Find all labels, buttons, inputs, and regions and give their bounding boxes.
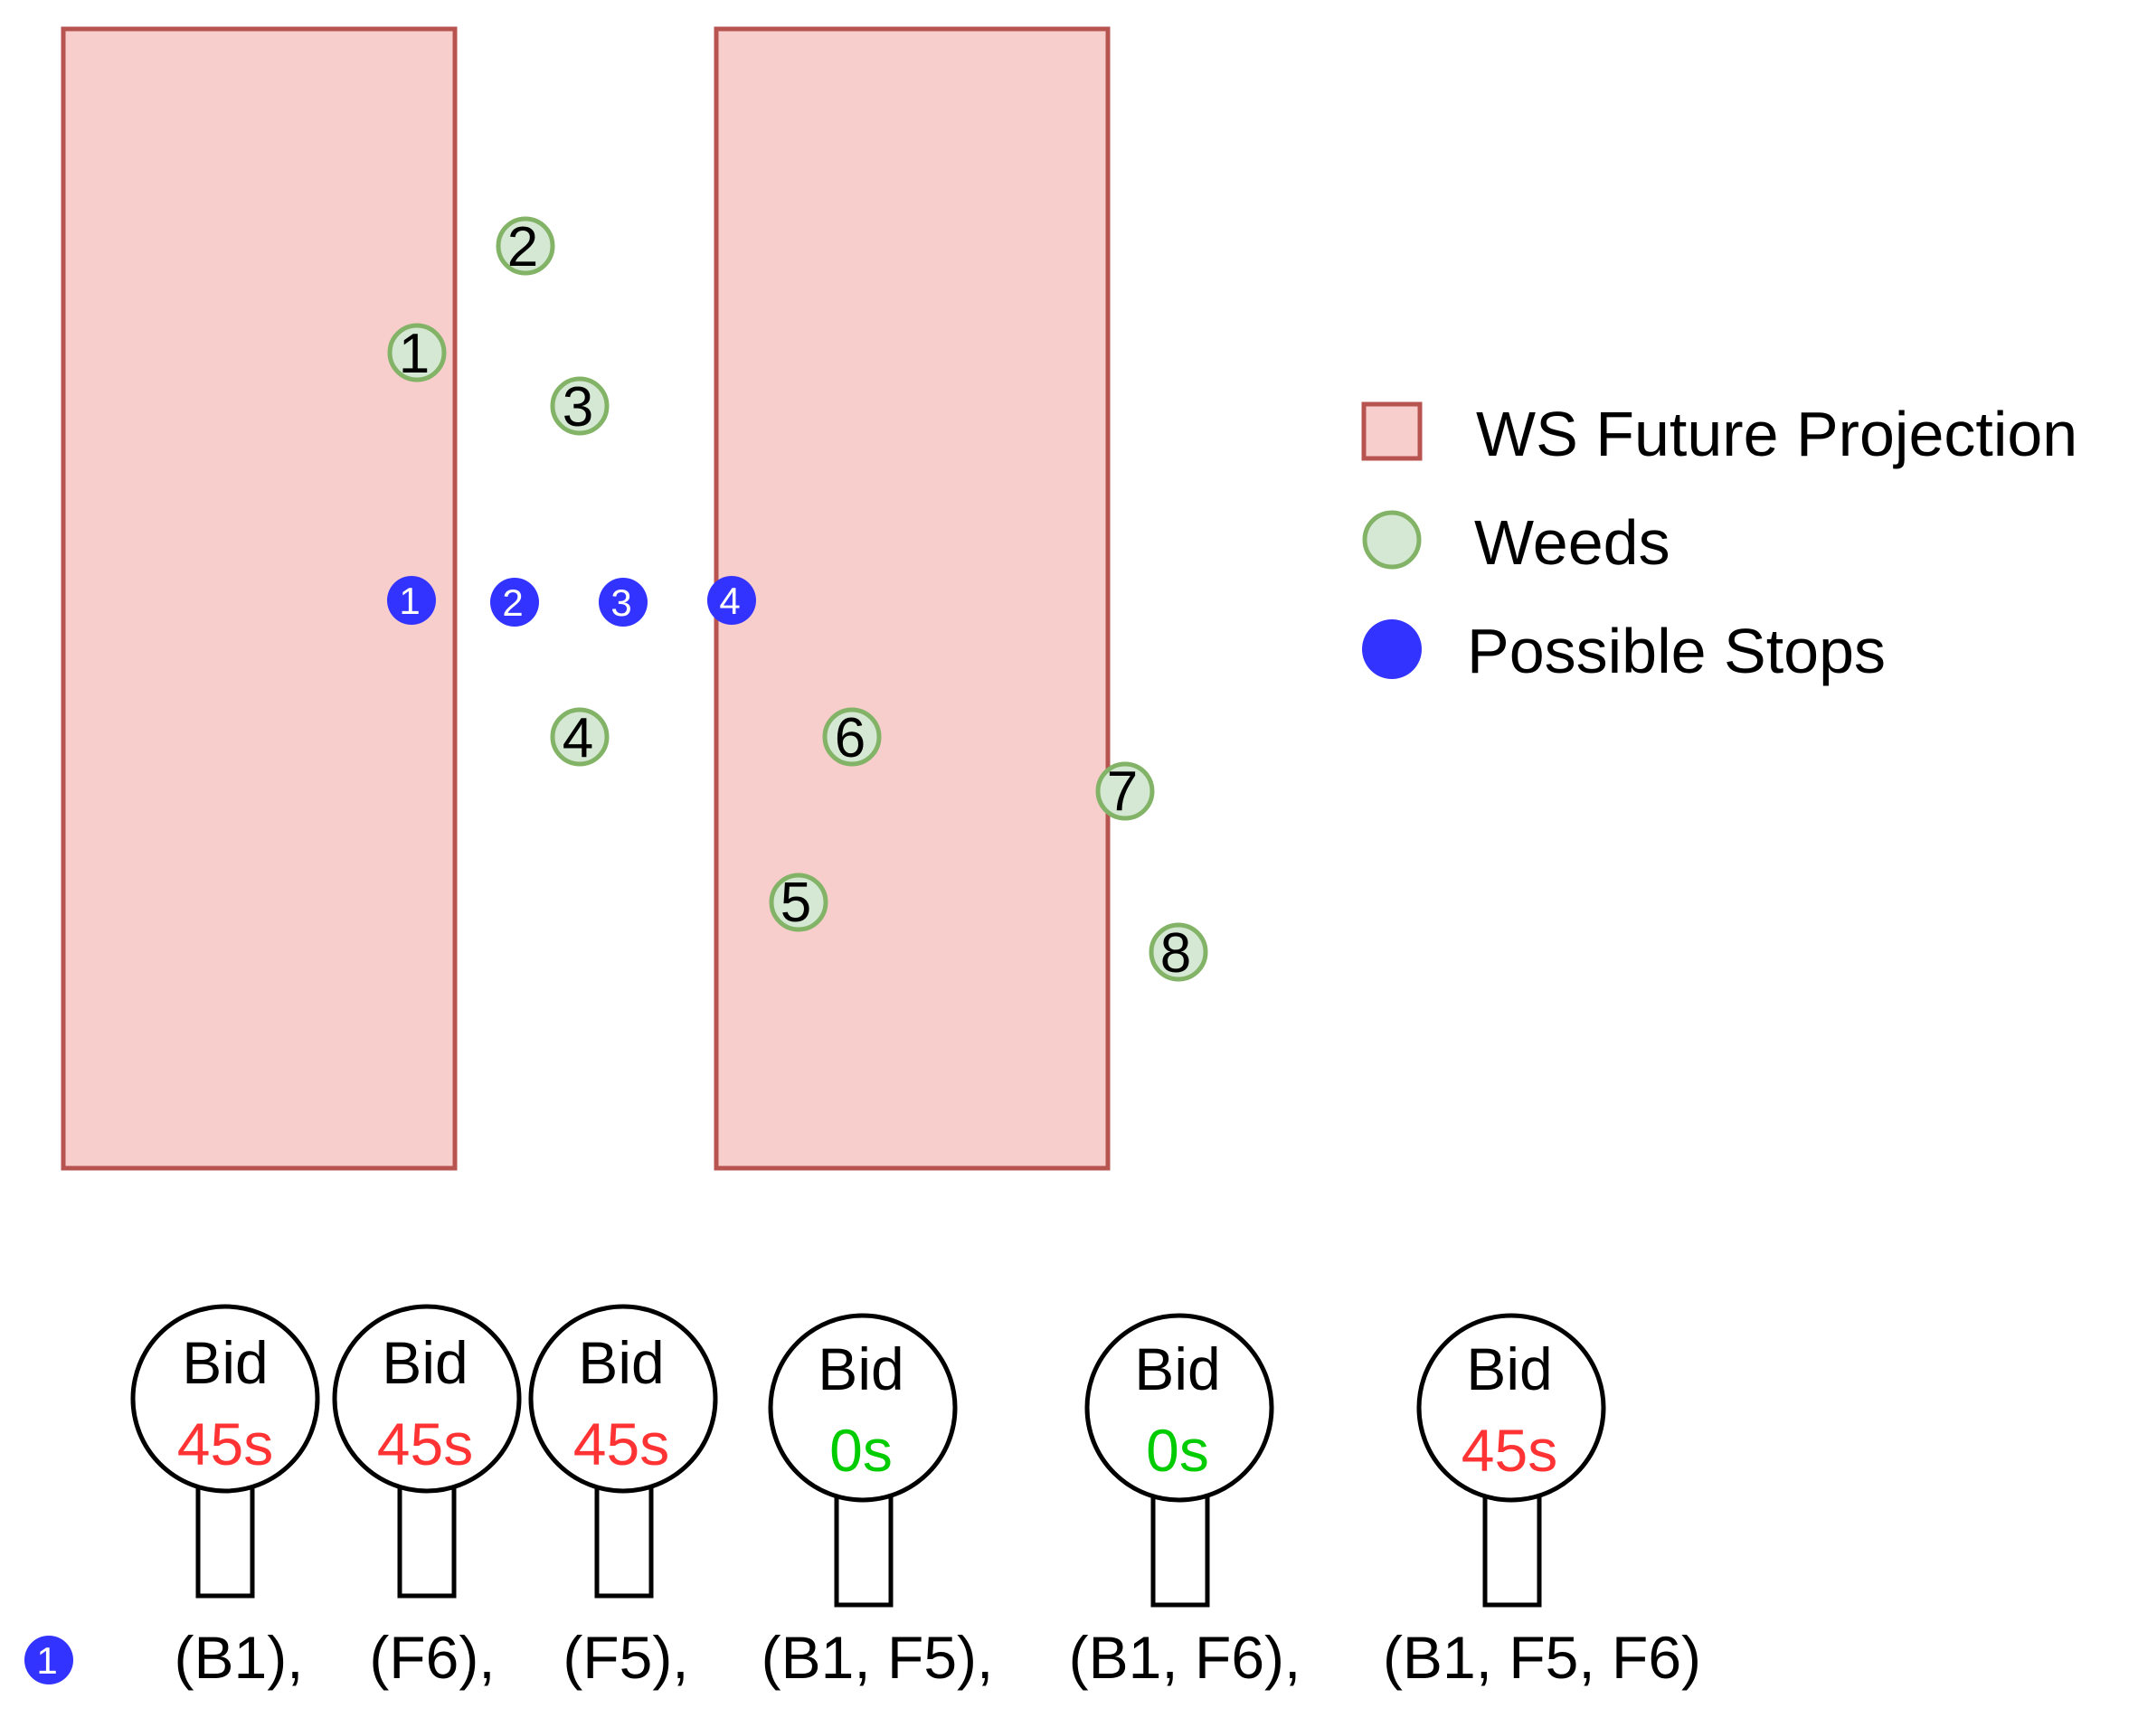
weed-7: 7 xyxy=(1095,760,1155,823)
bid-row: 1 Bid 45s (B1), Bid 45s (F6), Bid 45s (F… xyxy=(24,1304,1701,1691)
bid-circle xyxy=(768,1313,958,1503)
legend-projection-label: WS Future Projection xyxy=(1476,399,2077,469)
legend-weed-swatch xyxy=(1362,510,1422,570)
weed-label: 2 xyxy=(507,216,538,278)
bid-stem xyxy=(195,1480,255,1599)
legend: WS Future Projection Weeds Possible Stop… xyxy=(1361,399,2077,686)
bid-circle xyxy=(1416,1313,1606,1503)
bid-group-label: (B1, F5, F6) xyxy=(1383,1624,1701,1691)
bid-bubble-4: Bid 0s (B1, F5), xyxy=(762,1313,994,1691)
weed-label: 4 xyxy=(563,707,593,769)
bid-bubble-3: Bid 45s (F5), xyxy=(528,1304,718,1691)
bid-bubble-1: Bid 45s (B1), xyxy=(130,1304,320,1691)
bid-circle xyxy=(1084,1313,1274,1503)
weed-label: 8 xyxy=(1160,922,1191,985)
bid-group-label: (B1, F6), xyxy=(1069,1624,1301,1691)
weed-label: 3 xyxy=(563,376,593,439)
weed-label: 1 xyxy=(399,323,430,385)
bid-bubble-6: Bid 45s (B1, F5, F6) xyxy=(1383,1313,1701,1691)
bid-group-label: (F6), xyxy=(369,1624,495,1691)
bid-title: Bid xyxy=(818,1335,903,1402)
bid-row-stop-label: 1 xyxy=(36,1639,57,1682)
bid-title: Bid xyxy=(578,1329,664,1396)
bid-title: Bid xyxy=(1466,1335,1552,1402)
projection-areas xyxy=(61,26,1111,1171)
legend-weeds-label: Weeds xyxy=(1474,507,1670,578)
weed-2: 2 xyxy=(496,216,555,278)
weed-6: 6 xyxy=(822,707,882,769)
weeds: 1 2 3 4 5 6 7 8 xyxy=(387,216,1208,985)
bid-bubble-5: Bid 0s (B1, F6), xyxy=(1069,1313,1301,1691)
weed-label: 6 xyxy=(835,707,866,769)
stop-label: 2 xyxy=(502,581,523,624)
bid-stem xyxy=(1150,1489,1210,1608)
weed-8: 8 xyxy=(1149,922,1208,985)
bid-time: 45s xyxy=(1462,1417,1557,1484)
bid-bubble-2: Bid 45s (F6), xyxy=(332,1304,522,1691)
stop-label: 4 xyxy=(719,580,740,622)
stop-2: 2 xyxy=(490,578,539,627)
bid-time: 45s xyxy=(573,1410,669,1477)
bid-stem xyxy=(594,1480,654,1599)
weed-5: 5 xyxy=(769,872,828,934)
stop-label: 3 xyxy=(610,581,631,624)
bid-stem xyxy=(397,1480,457,1599)
bid-title: Bid xyxy=(1134,1335,1220,1402)
bid-group-label: (B1, F5), xyxy=(762,1624,994,1691)
stop-3: 3 xyxy=(599,578,648,627)
bid-circle xyxy=(332,1304,522,1494)
stop-4: 4 xyxy=(707,576,756,625)
bid-row-stop-marker: 1 xyxy=(24,1636,73,1684)
bid-time: 0s xyxy=(1146,1417,1209,1484)
bid-circle xyxy=(130,1304,320,1494)
bid-time: 45s xyxy=(177,1410,273,1477)
bid-time: 45s xyxy=(377,1410,473,1477)
stop-1: 1 xyxy=(387,576,436,625)
bid-title: Bid xyxy=(382,1329,468,1396)
possible-stops: 1 2 3 4 xyxy=(387,576,756,627)
weed-label: 7 xyxy=(1107,760,1138,823)
weed-4: 4 xyxy=(550,707,610,769)
weed-label: 5 xyxy=(780,872,811,934)
bid-group-label: (B1), xyxy=(174,1624,303,1691)
weed-1: 1 xyxy=(387,323,447,385)
legend-stop-swatch xyxy=(1362,619,1422,679)
bid-time: 0s xyxy=(829,1417,893,1484)
stop-label: 1 xyxy=(399,580,420,622)
weed-3: 3 xyxy=(550,376,610,439)
bid-circle xyxy=(528,1304,718,1494)
bid-title: Bid xyxy=(182,1329,268,1396)
bid-stem xyxy=(834,1489,894,1608)
legend-stops-label: Possible Stops xyxy=(1467,616,1886,686)
bid-stem xyxy=(1482,1489,1542,1608)
bid-group-label: (F5), xyxy=(563,1624,688,1691)
legend-projection-swatch xyxy=(1361,401,1423,461)
projection-rect-right xyxy=(714,26,1111,1171)
